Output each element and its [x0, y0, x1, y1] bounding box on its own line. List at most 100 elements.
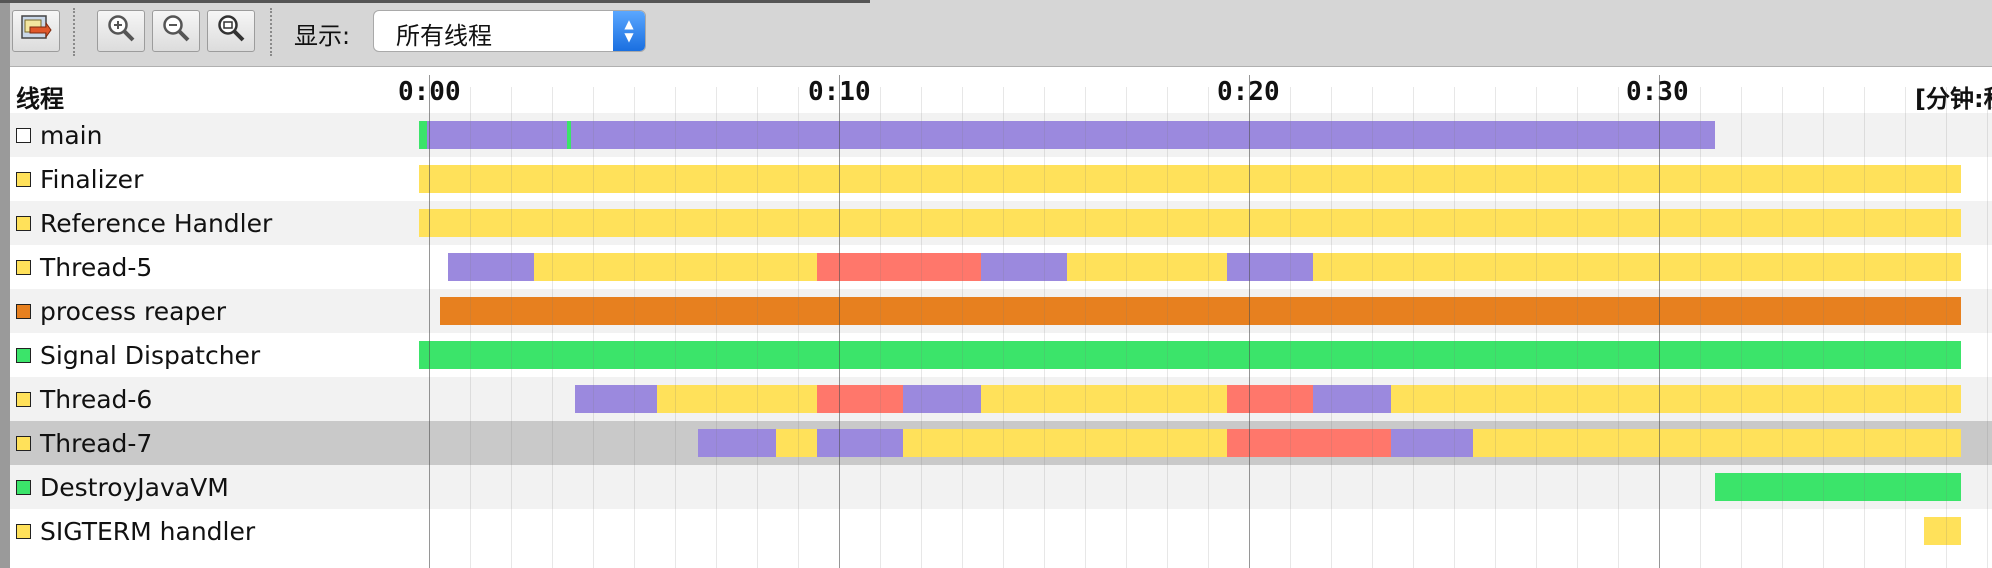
- thread-timeline-track: [10, 113, 1992, 157]
- thread-row[interactable]: Reference Handler: [10, 201, 1992, 245]
- state-segment-sleeping: [570, 121, 1715, 149]
- thread-timeline-track: [10, 509, 1992, 553]
- thread-filter-select[interactable]: 所有线程 ▲ ▼: [373, 10, 646, 52]
- display-label: 显示:: [294, 22, 351, 50]
- thread-row[interactable]: SIGTERM handler: [10, 509, 1992, 553]
- thread-state-swatch: [16, 303, 31, 319]
- thread-name-label: Thread-6: [40, 385, 153, 414]
- thread-timeline-track: [10, 333, 1992, 377]
- thread-row[interactable]: Thread-5: [10, 245, 1992, 289]
- zoom-fit-icon: [216, 13, 246, 49]
- state-segment-monitor: [1226, 385, 1313, 413]
- state-segment-wait: [1390, 385, 1961, 413]
- tick-label: 0:10: [808, 77, 871, 107]
- thread-state-swatch: [16, 347, 31, 363]
- thread-state-swatch: [16, 215, 31, 231]
- threads-column-header: 线程: [16, 85, 64, 113]
- thread-name-label: DestroyJavaVM: [40, 473, 229, 502]
- thread-name: Reference Handler: [16, 209, 272, 238]
- state-segment-wait: [1066, 253, 1227, 281]
- state-segment-running: [419, 341, 1961, 369]
- zoom-fit-button[interactable]: [207, 10, 255, 52]
- thread-state-swatch: [16, 435, 31, 451]
- thread-name: Finalizer: [16, 165, 143, 194]
- state-segment-sleeping: [447, 253, 534, 281]
- time-unit-label: [分钟:秒]: [1915, 85, 1992, 113]
- state-segment-monitor: [816, 253, 981, 281]
- thread-timeline-track: [10, 201, 1992, 245]
- state-segment-wait: [419, 165, 1961, 193]
- thread-name-label: Finalizer: [40, 165, 144, 194]
- thread-row[interactable]: DestroyJavaVM: [10, 465, 1992, 509]
- thread-name: Signal Dispatcher: [16, 341, 260, 370]
- thread-state-swatch: [16, 259, 31, 275]
- state-segment-wait: [1472, 429, 1961, 457]
- state-segment-monitor: [1226, 429, 1391, 457]
- thread-row[interactable]: Thread-7: [10, 421, 1992, 465]
- thread-row[interactable]: main: [10, 113, 1992, 157]
- window-left-edge: [0, 0, 10, 568]
- state-segment-wait: [533, 253, 817, 281]
- thread-state-swatch: [16, 171, 31, 187]
- thread-timeline-track: [10, 421, 1992, 465]
- thread-name: DestroyJavaVM: [16, 473, 229, 502]
- thread-name-label: SIGTERM handler: [40, 517, 256, 546]
- tick-label: 0:20: [1217, 77, 1280, 107]
- thread-timeline-track: [10, 465, 1992, 509]
- thread-state-swatch: [16, 523, 31, 539]
- state-segment-wait: [656, 385, 817, 413]
- thread-name: SIGTERM handler: [16, 517, 255, 546]
- tick-label: 0:30: [1626, 77, 1689, 107]
- chevron-updown-icon: ▲ ▼: [613, 11, 645, 51]
- thread-state-swatch: [16, 127, 31, 143]
- state-segment-sleeping: [1390, 429, 1473, 457]
- thread-name: main: [16, 121, 102, 150]
- state-segment-sleeping: [980, 253, 1067, 281]
- export-icon: [20, 13, 52, 49]
- window-top-edge: [0, 0, 870, 3]
- state-segment-running: [419, 121, 428, 149]
- zoom-in-button[interactable]: [97, 10, 145, 52]
- thread-name: Thread-7: [16, 429, 152, 458]
- thread-row[interactable]: Finalizer: [10, 157, 1992, 201]
- state-segment-sleeping: [574, 385, 657, 413]
- state-segment-sleeping: [1226, 253, 1313, 281]
- thread-name-label: Thread-5: [40, 253, 153, 282]
- state-segment-wait: [980, 385, 1227, 413]
- state-segment-park: [439, 297, 1961, 325]
- thread-name-label: main: [40, 121, 103, 150]
- thread-name-label: Signal Dispatcher: [40, 341, 261, 370]
- state-segment-sleeping: [1312, 385, 1391, 413]
- state-segment-wait: [902, 429, 1227, 457]
- thread-timeline-track: [10, 377, 1992, 421]
- zoom-out-icon: [161, 13, 191, 49]
- toolbar: 显示: 所有线程 ▲ ▼: [10, 0, 1992, 67]
- thread-name: process reaper: [16, 297, 226, 326]
- timeline-header: 线程 0:00 0:10 0:20 0:30 [分钟:秒]: [10, 67, 1992, 113]
- export-button[interactable]: [12, 10, 60, 52]
- thread-name-label: Thread-7: [40, 429, 153, 458]
- thread-state-swatch: [16, 479, 31, 495]
- thread-filter-value: 所有线程: [396, 22, 492, 50]
- state-segment-sleeping: [816, 429, 903, 457]
- state-segment-sleeping: [902, 385, 981, 413]
- state-segment-sleeping: [697, 429, 776, 457]
- zoom-in-icon: [106, 13, 136, 49]
- thread-row[interactable]: process reaper: [10, 289, 1992, 333]
- toolbar-separator: [73, 8, 75, 56]
- thread-name: Thread-6: [16, 385, 152, 414]
- state-segment-monitor: [816, 385, 903, 413]
- state-segment-running: [1714, 473, 1961, 501]
- state-segment-wait: [1312, 253, 1961, 281]
- tick-label: 0:00: [398, 77, 461, 107]
- thread-row[interactable]: Thread-6: [10, 377, 1992, 421]
- thread-name-label: process reaper: [40, 297, 226, 326]
- state-segment-wait: [419, 209, 1961, 237]
- state-segment-running: [566, 121, 571, 149]
- state-segment-wait: [1923, 517, 1961, 545]
- thread-state-swatch: [16, 391, 31, 407]
- thread-row[interactable]: Signal Dispatcher: [10, 333, 1992, 377]
- zoom-out-button[interactable]: [152, 10, 200, 52]
- state-segment-wait: [775, 429, 817, 457]
- state-segment-sleeping: [427, 121, 567, 149]
